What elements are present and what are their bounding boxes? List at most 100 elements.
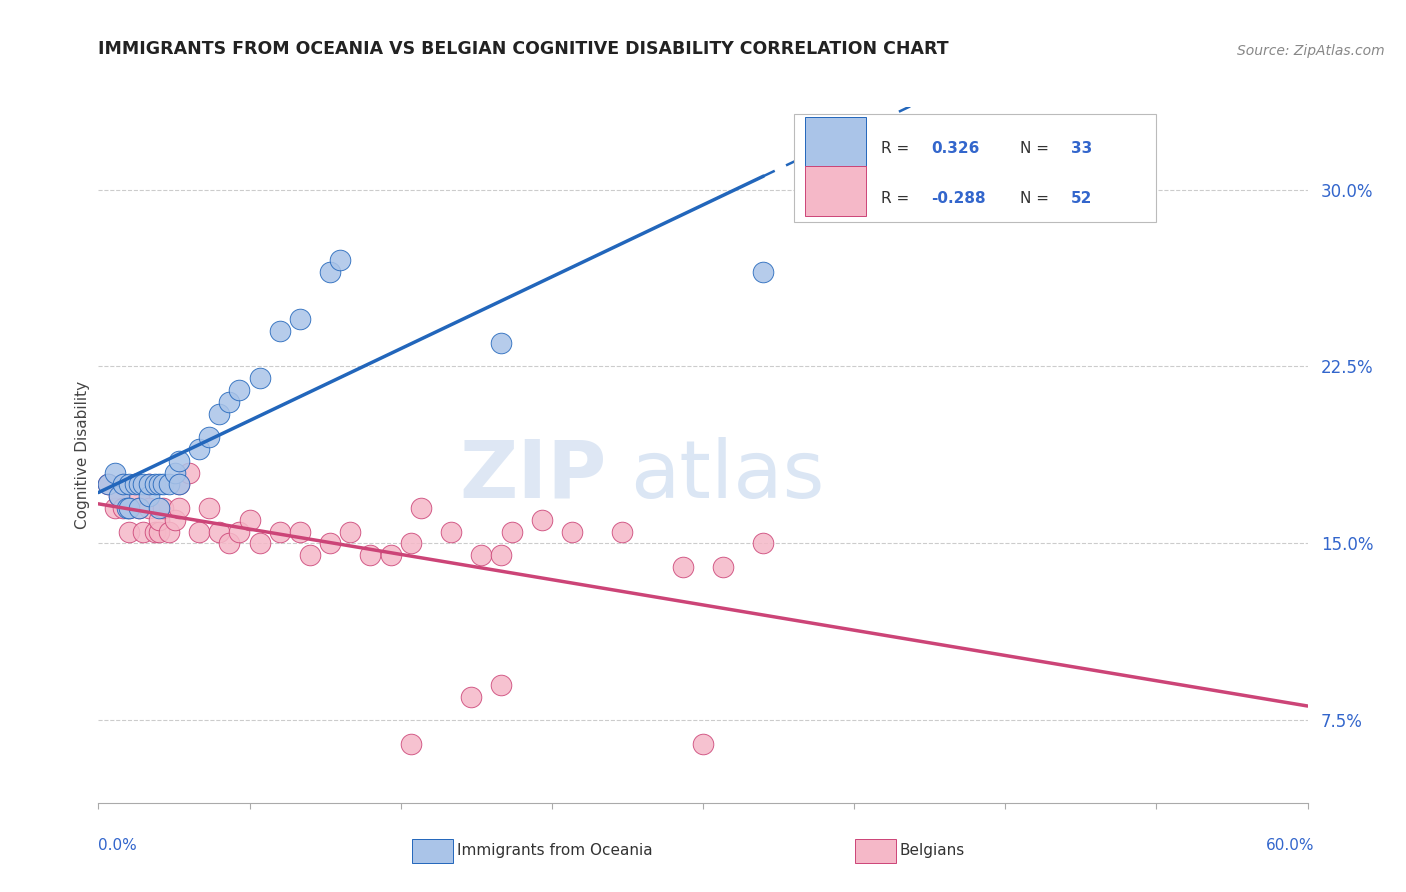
Point <box>218 536 240 550</box>
Point <box>152 477 174 491</box>
Point <box>138 500 160 515</box>
Point <box>198 430 221 444</box>
Point <box>752 265 775 279</box>
Point <box>157 524 180 539</box>
Point <box>148 524 170 539</box>
Text: 0.326: 0.326 <box>932 141 980 156</box>
Point <box>103 500 125 515</box>
Point <box>561 524 583 539</box>
Point <box>177 466 201 480</box>
Point <box>107 489 129 503</box>
Text: Source: ZipAtlas.com: Source: ZipAtlas.com <box>1237 44 1385 58</box>
Text: R =: R = <box>880 141 914 156</box>
FancyBboxPatch shape <box>804 166 866 216</box>
Text: ZIP: ZIP <box>458 437 606 515</box>
Point <box>530 513 553 527</box>
Point <box>218 395 240 409</box>
Point <box>491 335 513 350</box>
Point <box>167 477 190 491</box>
Text: 60.0%: 60.0% <box>1267 838 1315 854</box>
Text: 33: 33 <box>1070 141 1092 156</box>
Point <box>339 524 361 539</box>
Point <box>132 524 155 539</box>
Point <box>228 383 250 397</box>
Point <box>138 477 160 491</box>
Point <box>249 371 271 385</box>
Point <box>138 489 160 503</box>
Point <box>228 524 250 539</box>
Point <box>128 500 150 515</box>
Point <box>148 500 170 515</box>
Point <box>124 477 146 491</box>
Point <box>128 477 150 491</box>
Point <box>249 536 271 550</box>
Point <box>269 324 291 338</box>
Point <box>188 524 211 539</box>
Point <box>128 500 150 515</box>
FancyBboxPatch shape <box>793 114 1156 222</box>
Text: Belgians: Belgians <box>900 844 965 858</box>
Point <box>288 312 311 326</box>
Point <box>399 737 422 751</box>
Point <box>111 477 134 491</box>
Point <box>118 500 141 515</box>
Text: Immigrants from Oceania: Immigrants from Oceania <box>457 844 652 858</box>
Text: atlas: atlas <box>630 437 825 515</box>
Point <box>163 513 186 527</box>
Point <box>124 477 146 491</box>
Point <box>501 524 523 539</box>
Point <box>188 442 211 456</box>
Point <box>752 536 775 550</box>
Point <box>409 500 432 515</box>
Text: -0.288: -0.288 <box>932 191 986 206</box>
Point <box>208 407 231 421</box>
Point <box>288 524 311 539</box>
Point <box>319 265 342 279</box>
Point <box>491 548 513 562</box>
Point <box>672 560 695 574</box>
Point <box>115 500 138 515</box>
Point <box>148 513 170 527</box>
Point <box>152 500 174 515</box>
Point <box>132 477 155 491</box>
Point <box>103 466 125 480</box>
Point <box>440 524 463 539</box>
Point <box>470 548 492 562</box>
Point <box>167 477 190 491</box>
Point <box>692 737 714 751</box>
Point <box>208 524 231 539</box>
Text: R =: R = <box>880 191 914 206</box>
Point <box>167 454 190 468</box>
FancyBboxPatch shape <box>804 117 866 166</box>
Point <box>97 477 120 491</box>
Text: N =: N = <box>1019 191 1053 206</box>
Point <box>167 500 190 515</box>
Point <box>118 500 141 515</box>
Point <box>111 477 134 491</box>
Point <box>380 548 402 562</box>
Point <box>111 500 134 515</box>
Point <box>399 536 422 550</box>
Text: N =: N = <box>1019 141 1053 156</box>
Point <box>360 548 382 562</box>
Point <box>163 466 186 480</box>
Point <box>97 477 120 491</box>
Point <box>148 477 170 491</box>
Point <box>460 690 482 704</box>
Point <box>491 678 513 692</box>
Point <box>157 477 180 491</box>
Point <box>711 560 734 574</box>
Point <box>329 253 352 268</box>
Point <box>239 513 262 527</box>
Point <box>118 477 141 491</box>
Point <box>612 524 634 539</box>
Point <box>143 477 166 491</box>
Point <box>138 477 160 491</box>
Point <box>319 536 342 550</box>
Point <box>198 500 221 515</box>
Point <box>128 489 150 503</box>
Point <box>269 524 291 539</box>
Point <box>107 489 129 503</box>
Y-axis label: Cognitive Disability: Cognitive Disability <box>75 381 90 529</box>
Point <box>118 524 141 539</box>
